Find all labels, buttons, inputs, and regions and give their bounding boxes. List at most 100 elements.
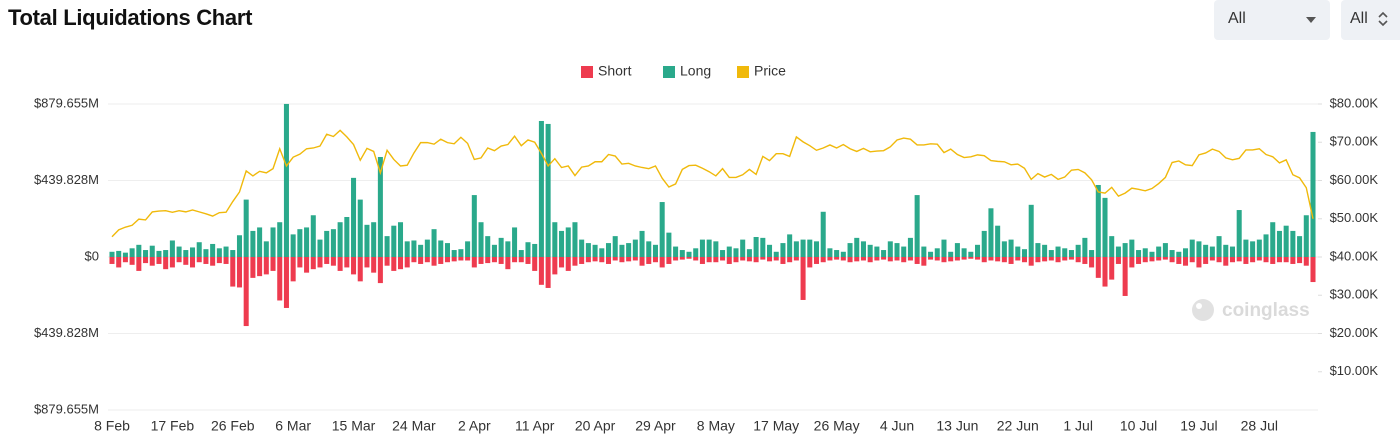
bar <box>834 257 840 260</box>
bar <box>1236 210 1242 257</box>
bar <box>1062 257 1068 261</box>
bar <box>632 239 638 257</box>
bar <box>1290 230 1296 257</box>
bar <box>605 257 612 264</box>
bar <box>176 257 182 263</box>
bar <box>834 250 840 257</box>
bar <box>773 257 779 261</box>
bar <box>1122 243 1128 257</box>
legend-label: Price <box>754 63 786 79</box>
bar <box>1042 257 1048 262</box>
bar <box>652 257 658 263</box>
bar <box>867 257 873 263</box>
bar <box>679 250 685 257</box>
bar <box>156 257 162 264</box>
bar <box>538 257 544 285</box>
bar <box>995 225 1001 257</box>
bar <box>1129 257 1135 268</box>
bar <box>485 257 491 264</box>
bar <box>1256 257 1262 261</box>
bar <box>807 257 813 268</box>
bar <box>686 251 692 257</box>
bar <box>451 257 457 262</box>
bar <box>565 227 571 257</box>
bar <box>512 257 518 263</box>
x-tick-label: 11 Apr <box>515 418 555 434</box>
bar <box>397 222 404 257</box>
bar <box>304 257 310 273</box>
y2-tick-label: $60.00K <box>1330 172 1379 187</box>
dropdown-value: All <box>1350 10 1368 27</box>
bar <box>907 237 913 257</box>
bar <box>726 246 732 257</box>
bar <box>659 202 665 257</box>
x-tick-label: 28 Jul <box>1241 418 1278 434</box>
bar <box>498 237 504 257</box>
bar <box>840 257 846 261</box>
bar <box>431 257 437 266</box>
bar <box>780 257 786 264</box>
bar <box>760 257 766 260</box>
bar <box>1169 250 1175 257</box>
bar <box>1216 257 1222 263</box>
bar <box>532 257 538 271</box>
bar <box>1162 243 1168 257</box>
x-tick-label: 13 Jun <box>936 418 978 434</box>
bar <box>1297 257 1303 264</box>
bar <box>230 250 236 257</box>
bar <box>418 244 424 257</box>
bar <box>585 257 591 263</box>
bar <box>330 229 336 257</box>
type-dropdown[interactable]: All <box>1341 0 1400 40</box>
bar <box>1303 257 1309 266</box>
bar <box>196 242 202 257</box>
bar <box>431 229 437 257</box>
bar <box>223 246 229 257</box>
bar <box>1001 257 1007 263</box>
bar <box>941 257 947 263</box>
bar <box>1021 249 1028 257</box>
bar <box>592 257 598 262</box>
bar <box>599 257 605 263</box>
bar <box>726 257 732 264</box>
bar <box>686 257 692 259</box>
bar <box>1109 236 1115 257</box>
bar <box>921 246 927 257</box>
bar <box>954 257 960 261</box>
bar <box>1109 257 1115 280</box>
bar <box>1149 251 1155 257</box>
bar <box>384 236 390 257</box>
bar <box>699 257 705 264</box>
bar <box>605 243 612 257</box>
bar <box>827 248 833 257</box>
bar <box>109 251 115 257</box>
bar <box>1055 257 1061 263</box>
y2-tick-label: $30.00K <box>1330 287 1379 302</box>
bar <box>156 250 162 257</box>
bar <box>793 257 799 261</box>
bar <box>1223 244 1229 257</box>
bar <box>820 211 826 257</box>
bar <box>881 257 887 260</box>
bar <box>471 257 477 268</box>
bar <box>324 230 330 257</box>
bar <box>619 244 625 257</box>
bar <box>210 257 216 266</box>
y2-tick-label: $40.00K <box>1330 248 1379 263</box>
bar <box>183 250 189 257</box>
bar <box>545 123 551 257</box>
y-tick-label: $0 <box>85 248 99 263</box>
bar <box>1209 246 1215 257</box>
bar <box>948 257 954 262</box>
range-dropdown[interactable]: All <box>1214 0 1330 40</box>
bar <box>1136 250 1142 257</box>
bar <box>887 241 893 257</box>
bar <box>1183 257 1189 266</box>
bar <box>807 239 813 257</box>
bar <box>760 237 766 257</box>
bar <box>1176 257 1182 264</box>
bar <box>391 257 397 271</box>
bar <box>525 257 531 264</box>
bar <box>223 257 229 264</box>
bar <box>881 250 887 257</box>
